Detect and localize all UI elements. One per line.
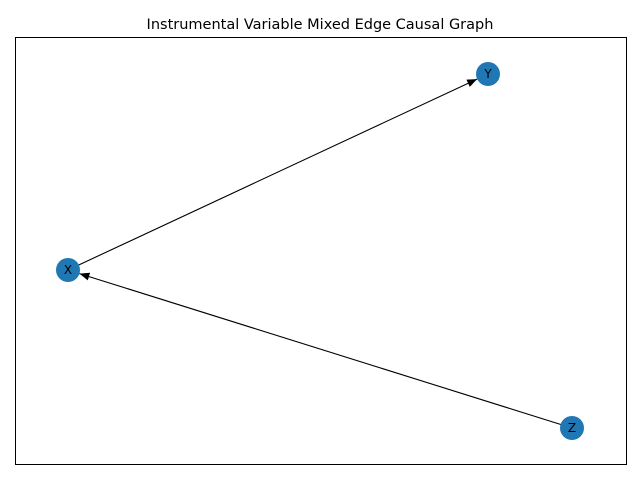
edge-z-to-x [79,272,573,429]
edges-layer [67,78,573,429]
node-x: X [56,258,80,282]
figure-title: Instrumental Variable Mixed Edge Causal … [147,17,494,33]
node-x-label: X [64,263,72,277]
node-y-label: Y [483,67,492,81]
edge-x-to-y [67,78,478,271]
nodes-layer: X Y Z [56,62,584,440]
node-x-circle [56,258,80,282]
node-y: Y [476,62,500,86]
node-z-circle [560,416,584,440]
node-z-label: Z [568,421,576,435]
node-y-circle [476,62,500,86]
node-z: Z [560,416,584,440]
plot-frame [15,37,627,465]
